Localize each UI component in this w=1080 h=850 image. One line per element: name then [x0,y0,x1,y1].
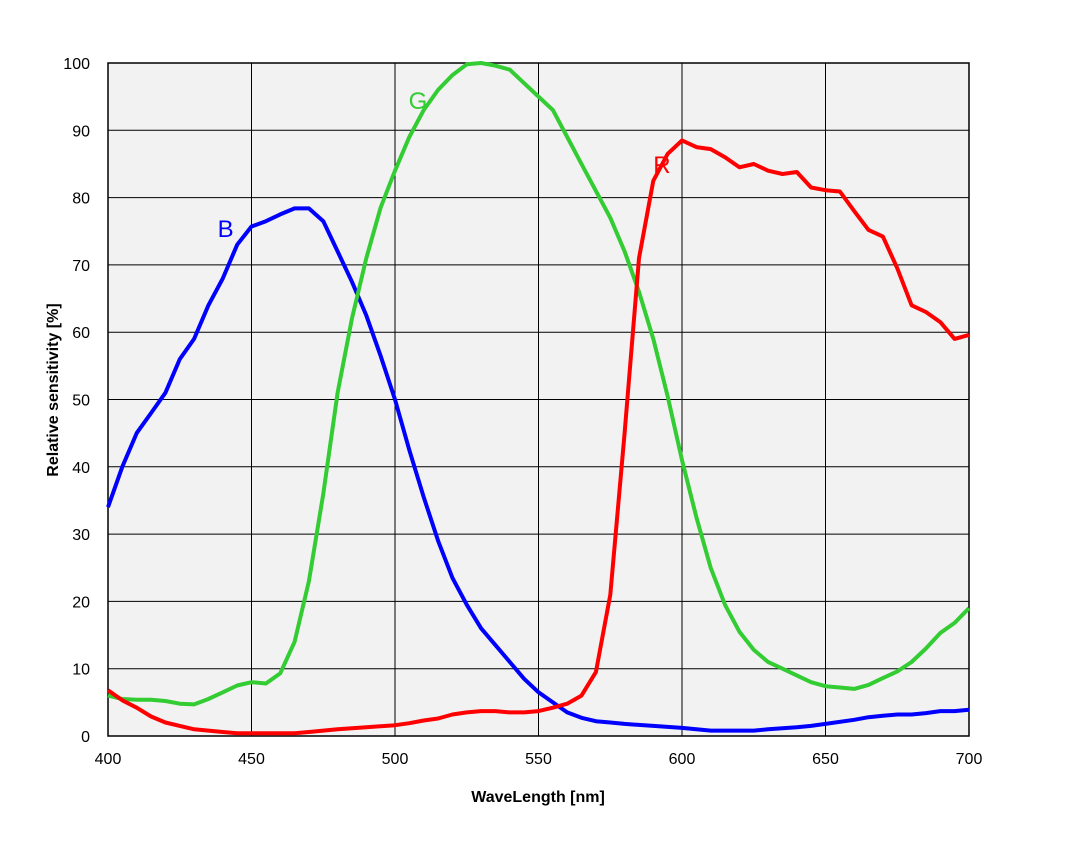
y-tick-label: 20 [72,594,90,611]
y-tick-label: 40 [72,460,90,477]
series-label-G: G [409,88,428,115]
series-lines [106,61,971,736]
series-line-G [107,61,971,707]
x-tick-label: 400 [95,751,122,768]
series-label-R: R [653,152,670,179]
x-tick-label: 700 [956,751,983,768]
y-tick-label: 70 [72,258,90,275]
x-tick-label: 450 [238,751,265,768]
x-tick-label: 600 [669,751,696,768]
y-tick-label: 0 [81,729,90,746]
y-tick-label: 60 [72,325,90,342]
x-tick-label: 550 [525,751,552,768]
y-axis-label: Relative sensitivity [%] [45,303,62,476]
series-line-B [106,206,970,733]
annotations: B G R [218,88,671,243]
x-axis-label: WaveLength [nm] [471,789,605,806]
y-tick-label: 100 [63,56,90,73]
y-tick-label: 30 [72,527,90,544]
plot-border [107,62,970,737]
y-tick-label: 10 [72,662,90,679]
y-tick-label: 50 [72,393,90,410]
series-label-B: B [218,216,234,243]
x-tick-label: 500 [382,751,409,768]
tick-labels: 400 450 500 550 600 650 700 0 10 20 30 40 50 60 70 80 90… [63,56,982,768]
y-tick-label: 80 [72,191,90,208]
x-tick-label: 650 [812,751,839,768]
series-line-R [106,138,970,736]
y-tick-label: 90 [72,123,90,140]
